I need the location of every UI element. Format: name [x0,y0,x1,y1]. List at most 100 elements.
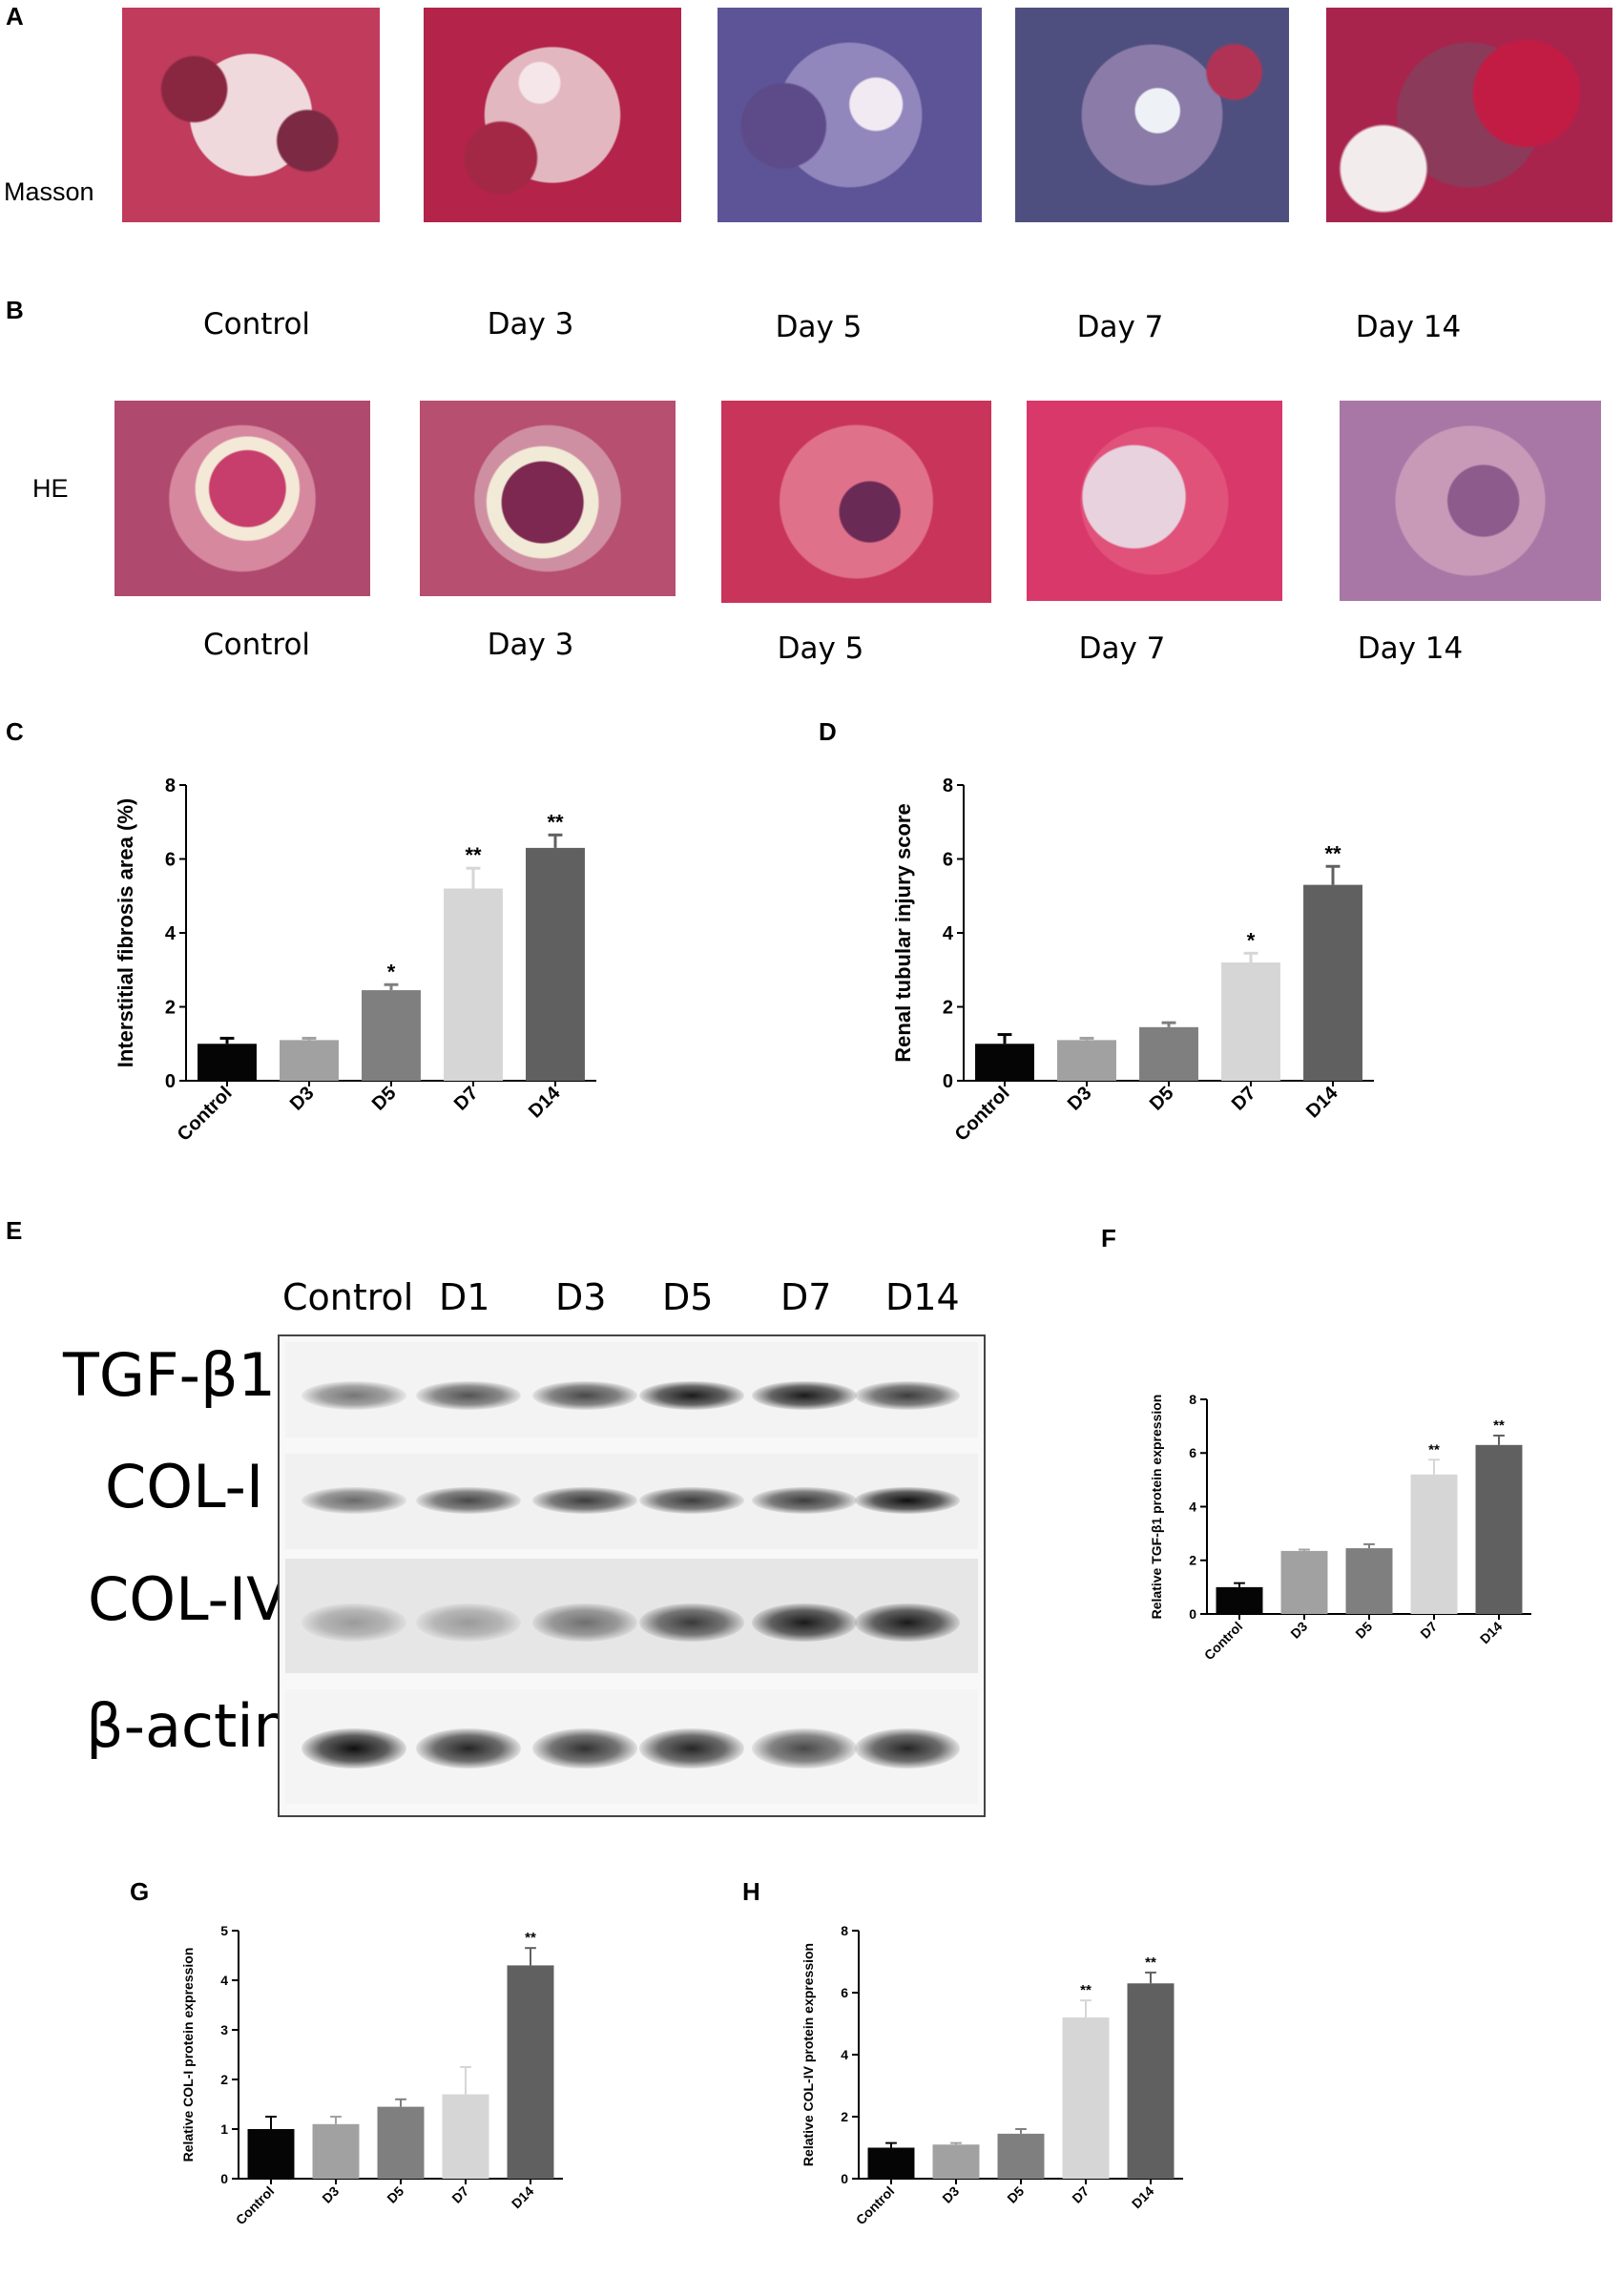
blot-lane-d1: D1 [439,1276,490,1318]
y-axis-label: Relative TGF-β1 protein expression [1149,1395,1164,1620]
he-image-day7 [1027,401,1282,601]
x-tick-label: D7 [1228,1083,1260,1115]
blot-band [752,1487,857,1514]
significance-mark: ** [1324,841,1341,865]
panel-letter-e: E [6,1216,23,1245]
y-tick-label: 0 [165,1071,176,1092]
y-tick-label: 4 [943,923,954,944]
bar-d7 [444,888,503,1081]
blot-band [752,1381,857,1410]
y-tick-label: 6 [943,850,953,871]
row-label-masson: Masson [4,177,94,206]
caption-b-day3: Day 3 [487,628,574,662]
blot-band [416,1487,521,1514]
significance-mark: ** [465,843,482,867]
bar-d14 [1475,1444,1523,1614]
y-tick-label: 2 [165,998,176,1019]
he-image-day5 [721,401,991,603]
blot-band [855,1728,960,1769]
chart-d-tubular-injury: 0 2 4 6 8 Renal tubular injury score Control D3… [873,768,1407,1207]
y-tick-label: 0 [220,2171,228,2186]
significance-mark: * [387,960,396,983]
x-tick-label: D7 [1417,1619,1440,1642]
blot-label-tgf-b1: TGF-β1 [63,1340,276,1410]
he-image-control [114,401,370,596]
y-tick-label: 0 [1189,1606,1196,1622]
panel-letter-h: H [742,1877,760,1906]
y-tick-label: 0 [943,1071,953,1092]
y-tick-label: 4 [220,1973,228,1988]
bar-d5 [1345,1548,1393,1614]
he-image-day14 [1340,401,1601,601]
bar-control [867,2147,915,2179]
x-tick-label: D3 [319,2183,342,2206]
y-axis-label: Renal tubular injury score [891,803,915,1062]
blot-band [302,1381,406,1410]
significance-mark: ** [1145,1955,1156,1971]
x-tick-label: Control [853,2183,898,2228]
y-tick-label: 6 [1189,1445,1196,1460]
bar-d7 [1062,2017,1110,2179]
x-tick-label: D14 [1302,1082,1342,1122]
bar-d5 [997,2133,1045,2179]
blot-lane-d5: D5 [662,1276,714,1318]
masson-image-day3 [424,8,681,222]
bar-d3 [280,1040,339,1081]
panel-letter-g: G [130,1877,150,1906]
caption-b-control: Control [202,628,311,662]
x-tick-label: D3 [1287,1619,1310,1642]
x-tick-label: Control [233,2183,278,2228]
y-tick-label: 6 [165,850,176,871]
bar-d14 [526,847,585,1081]
western-blot-image [278,1334,986,1817]
chart-g-col1-expression: 0 1 2 3 4 5 Relative COL-I protein expression C… [172,1917,592,2280]
bar-d7 [442,2094,489,2179]
row-label-he: HE [32,474,69,503]
blot-band [302,1603,406,1642]
x-tick-label: D5 [1146,1083,1178,1115]
significance-mark: ** [1080,1982,1092,1998]
bar-control [1216,1586,1263,1614]
bar-d5 [362,990,421,1081]
y-tick-label: 8 [1189,1392,1196,1407]
x-tick-label: D3 [286,1083,319,1115]
blot-label-col-i: COL-I [105,1452,264,1521]
masson-image-day14 [1326,8,1612,222]
y-tick-label: 4 [165,923,177,944]
panel-letter-f: F [1101,1224,1116,1252]
blot-band [532,1603,637,1642]
bar-d5 [1139,1026,1198,1081]
blot-band [752,1728,857,1769]
blot-band [532,1487,637,1514]
caption-b-day7: Day 7 [1078,631,1166,666]
x-tick-label: D14 [509,2183,537,2212]
y-tick-label: 2 [220,2072,228,2087]
chart-f-svg: 0 2 4 6 8 Relative TGF-β1 protein expression C… [1149,1392,1531,1663]
y-tick-label: 8 [841,1923,848,1938]
y-tick-label: 6 [841,1985,848,2000]
caption-a-control: Control [202,307,311,341]
caption-a-day3: Day 3 [487,307,574,341]
blot-label-beta-actin: β-actin [86,1691,291,1761]
bar-d14 [507,1965,554,2179]
blot-band [855,1603,960,1642]
blot-band [532,1728,637,1769]
x-tick-label: D5 [368,1083,401,1115]
y-tick-label: 8 [165,776,176,796]
significance-mark: ** [1493,1417,1505,1434]
significance-mark: * [1247,928,1256,952]
bar-d3 [1280,1550,1328,1614]
blot-band [416,1728,521,1769]
x-tick-label: Control [951,1083,1014,1146]
chart-h-col4-expression: 0 2 4 6 8 Relative COL-IV protein expression C… [792,1917,1212,2280]
panel-letter-d: D [819,717,837,746]
blot-band [532,1381,637,1410]
chart-g-svg: 0 1 2 3 4 5 Relative COL-I protein expression C… [180,1923,563,2228]
x-tick-label: D7 [1069,2183,1092,2206]
caption-a-day5: Day 5 [775,310,863,344]
blot-label-col-iv: COL-IV [88,1564,287,1634]
x-tick-label: D3 [1064,1083,1096,1115]
blot-band [639,1728,744,1769]
x-tick-label: D5 [1352,1619,1375,1642]
y-tick-label: 1 [220,2121,228,2137]
